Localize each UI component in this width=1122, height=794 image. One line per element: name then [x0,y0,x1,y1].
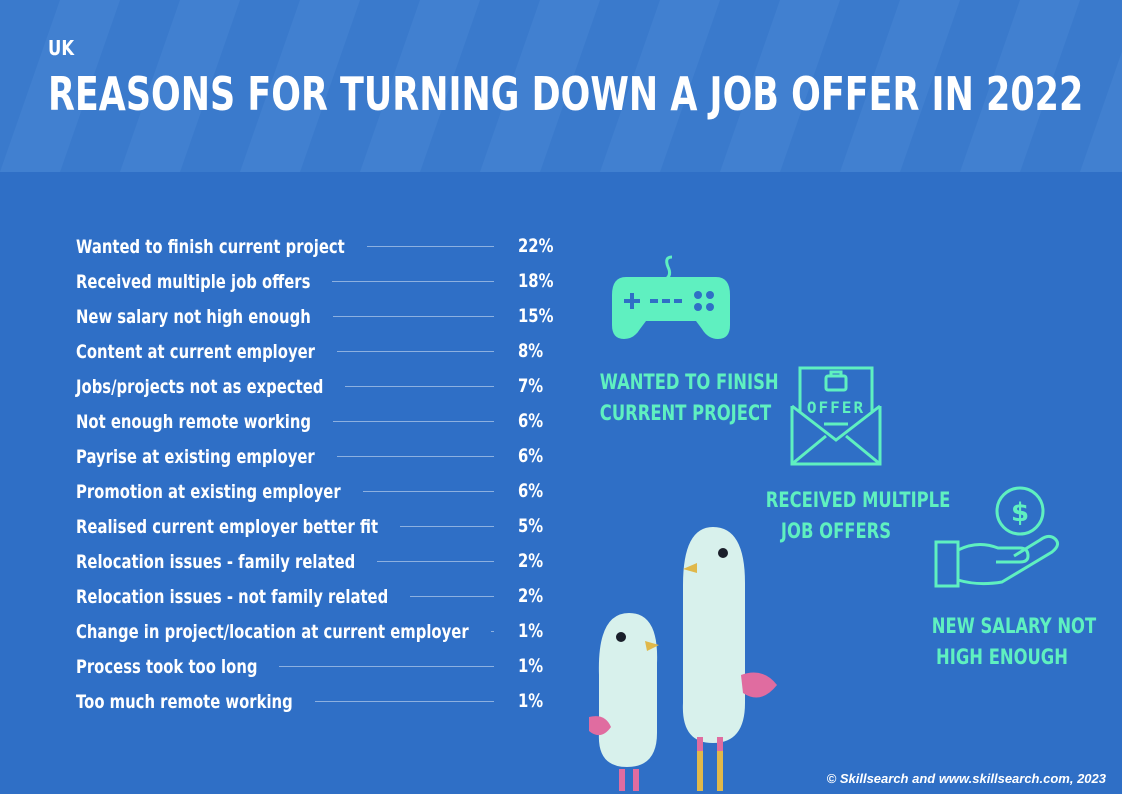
reason-label: Change in project/location at current em… [76,620,469,643]
leader-line [345,386,494,387]
reason-row: Promotion at existing employer 6% [76,474,556,509]
leader-line [400,526,494,527]
reason-label: Content at current employer [76,340,315,363]
offer-badge: OFFER [806,398,866,417]
region-label: UK [48,36,75,60]
reason-row: Relocation issues - family related 2% [76,544,556,579]
header-banner: UK REASONS FOR TURNING DOWN A JOB OFFER … [0,0,1122,172]
reason-percentage: 7% [518,375,544,397]
reason-percentage: 6% [518,445,544,467]
caption-line: JOB OFFERS [780,519,892,543]
reason-label: Received multiple job offers [76,270,311,293]
small-pigeon [589,613,659,791]
caption-salary: NEW SALARY NOT HIGH ENOUGH [912,611,1097,673]
tall-pigeon [682,527,777,791]
reason-percentage: 8% [518,340,544,362]
page-title: REASONS FOR TURNING DOWN A JOB OFFER IN … [48,67,1084,121]
reason-percentage: 6% [518,480,544,502]
caption-line: HIGH ENOUGH [936,645,1068,669]
caption-line: WANTED TO FINISH [599,370,779,394]
leader-line [490,631,494,632]
leader-line [332,281,494,282]
leader-line [336,456,494,457]
reason-label: Not enough remote working [76,410,312,433]
leader-line [333,421,494,422]
copyright-footer: © Skillsearch and www.skillsearch.com, 2… [826,771,1106,786]
reason-percentage: 2% [518,585,544,607]
leader-line [377,561,494,562]
reason-row: Wanted to finish current project 22% [76,229,556,264]
hand-dollar-icon: $ [932,486,1072,595]
reason-label: Jobs/projects not as expected [76,375,324,398]
reason-row: Too much remote working 1% [76,684,556,719]
caption-finish-project: WANTED TO FINISH CURRENT PROJECT [580,367,779,429]
reason-label: Promotion at existing employer [76,480,341,503]
caption-multiple-offers: RECEIVED MULTIPLE JOB OFFERS [746,485,951,547]
reason-label: Realised current employer better fit [76,515,379,538]
reason-percentage: 1% [518,690,544,712]
leader-line [362,491,494,492]
caption-line: NEW SALARY NOT [931,614,1097,638]
reason-percentage: 15% [518,305,554,327]
reason-percentage: 5% [518,515,544,537]
reason-row: Payrise at existing employer 6% [76,439,556,474]
reason-label: Too much remote working [76,690,293,713]
reason-row: Content at current employer 8% [76,334,556,369]
caption-line: CURRENT PROJECT [599,401,772,425]
reason-label: Payrise at existing employer [76,445,315,468]
reason-label: Relocation issues - not family related [76,585,389,608]
game-controller-icon [606,255,736,350]
svg-text:$: $ [1011,498,1029,528]
reason-label: New salary not high enough [76,305,311,328]
reason-row: Realised current employer better fit 5% [76,509,556,544]
leader-line [314,701,494,702]
reason-row: Received multiple job offers 18% [76,264,556,299]
leader-line [366,246,494,247]
reason-percentage: 1% [518,620,544,642]
leader-line [336,351,494,352]
caption-line: RECEIVED MULTIPLE [765,488,951,512]
reason-row: Not enough remote working 6% [76,404,556,439]
reason-percentage: 2% [518,550,544,572]
offer-envelope-icon: OFFER [786,364,886,473]
leader-line [279,666,494,667]
reason-row: New salary not high enough 15% [76,299,556,334]
reason-label: Relocation issues - family related [76,550,356,573]
reason-row: Relocation issues - not family related 2% [76,579,556,614]
leader-line [332,316,494,317]
reason-row: Jobs/projects not as expected 7% [76,369,556,404]
reason-percentage: 18% [518,270,554,292]
reason-row: Change in project/location at current em… [76,614,556,649]
reason-percentage: 1% [518,655,544,677]
pigeon-mascots-illustration [589,527,777,791]
reason-row: Process took too long 1% [76,649,556,684]
diagonal-stripes [0,0,1122,172]
reason-percentage: 22% [518,235,554,257]
reason-label: Process took too long [76,655,258,678]
reason-label: Wanted to finish current project [76,235,345,258]
reasons-list: Wanted to finish current project 22% Recei… [76,229,556,719]
leader-line [410,596,494,597]
reason-percentage: 6% [518,410,544,432]
